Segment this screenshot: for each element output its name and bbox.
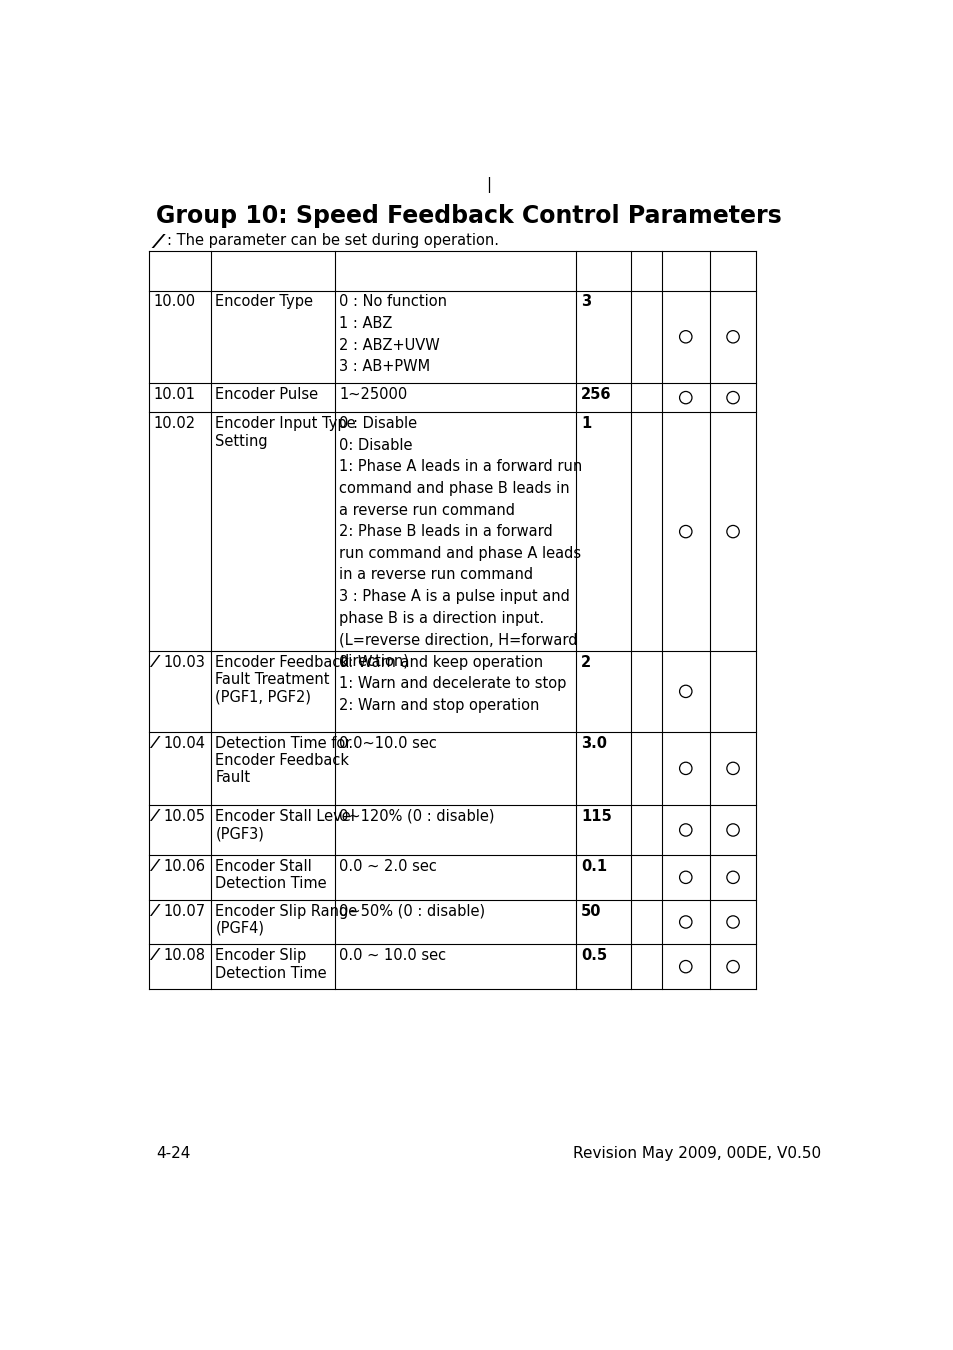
Text: 50: 50 [580,903,601,918]
Text: Detection Time for
Encoder Feedback
Fault: Detection Time for Encoder Feedback Faul… [215,736,352,786]
Text: 10.04: 10.04 [163,736,205,751]
Text: 2: 2 [580,655,591,670]
Text: 115: 115 [580,809,611,824]
Text: ⁄: ⁄ [153,903,161,918]
Text: 0 : Disable
0: Disable
1: Phase A leads in a forward run
command and phase B lea: 0 : Disable 0: Disable 1: Phase A leads … [339,416,582,668]
Text: 0.0~10.0 sec: 0.0~10.0 sec [339,736,436,751]
Text: ⁄: ⁄ [153,809,161,824]
Text: 4-24: 4-24 [156,1146,191,1161]
Text: Encoder Input Type
Setting: Encoder Input Type Setting [215,416,355,448]
Text: 10.07: 10.07 [163,903,205,918]
Text: |: | [486,177,491,193]
Text: 0~120% (0 : disable): 0~120% (0 : disable) [339,809,495,824]
Text: 10.02: 10.02 [153,416,195,431]
Text: Encoder Pulse: Encoder Pulse [215,387,318,402]
Text: 3.0: 3.0 [580,736,606,751]
Text: ⁄: ⁄ [153,859,161,873]
Text: 0 : No function
1 : ABZ
2 : ABZ+UVW
3 : AB+PWM: 0 : No function 1 : ABZ 2 : ABZ+UVW 3 : … [339,294,447,374]
Text: 0~50% (0 : disable): 0~50% (0 : disable) [339,903,485,918]
Text: 10.03: 10.03 [163,655,205,670]
Text: ⁄: ⁄ [153,948,161,963]
Text: 10.05: 10.05 [163,809,205,824]
Text: 3: 3 [580,294,591,309]
Text: Encoder Stall Level
(PGF3): Encoder Stall Level (PGF3) [215,809,355,841]
Text: 1: 1 [580,416,591,431]
Text: 10.06: 10.06 [163,859,205,873]
Text: Encoder Stall
Detection Time: Encoder Stall Detection Time [215,859,327,891]
Text: Encoder Feedback
Fault Treatment
(PGF1, PGF2): Encoder Feedback Fault Treatment (PGF1, … [215,655,349,705]
Text: Group 10: Speed Feedback Control Parameters: Group 10: Speed Feedback Control Paramet… [156,204,781,228]
Text: 256: 256 [580,387,611,402]
Text: Revision May 2009, 00DE, V0.50: Revision May 2009, 00DE, V0.50 [573,1146,821,1161]
Text: 10.00: 10.00 [153,294,195,309]
Text: 10.08: 10.08 [163,948,205,963]
Text: : The parameter can be set during operation.: : The parameter can be set during operat… [167,232,498,248]
Text: Encoder Slip
Detection Time: Encoder Slip Detection Time [215,948,327,980]
Text: 0.1: 0.1 [580,859,607,873]
Text: ⁄: ⁄ [153,736,161,751]
Text: Encoder Slip Range
(PGF4): Encoder Slip Range (PGF4) [215,903,357,936]
Text: 10.01: 10.01 [153,387,195,402]
Text: 0.0 ~ 2.0 sec: 0.0 ~ 2.0 sec [339,859,436,873]
Text: ⁄: ⁄ [153,655,161,670]
Text: 0: Warn and keep operation
1: Warn and decelerate to stop
2: Warn and stop opera: 0: Warn and keep operation 1: Warn and d… [339,655,566,713]
Text: Encoder Type: Encoder Type [215,294,313,309]
Text: ⁄: ⁄ [156,232,159,252]
Text: 0.5: 0.5 [580,948,607,963]
Text: 0.0 ~ 10.0 sec: 0.0 ~ 10.0 sec [339,948,446,963]
Text: 1~25000: 1~25000 [339,387,407,402]
